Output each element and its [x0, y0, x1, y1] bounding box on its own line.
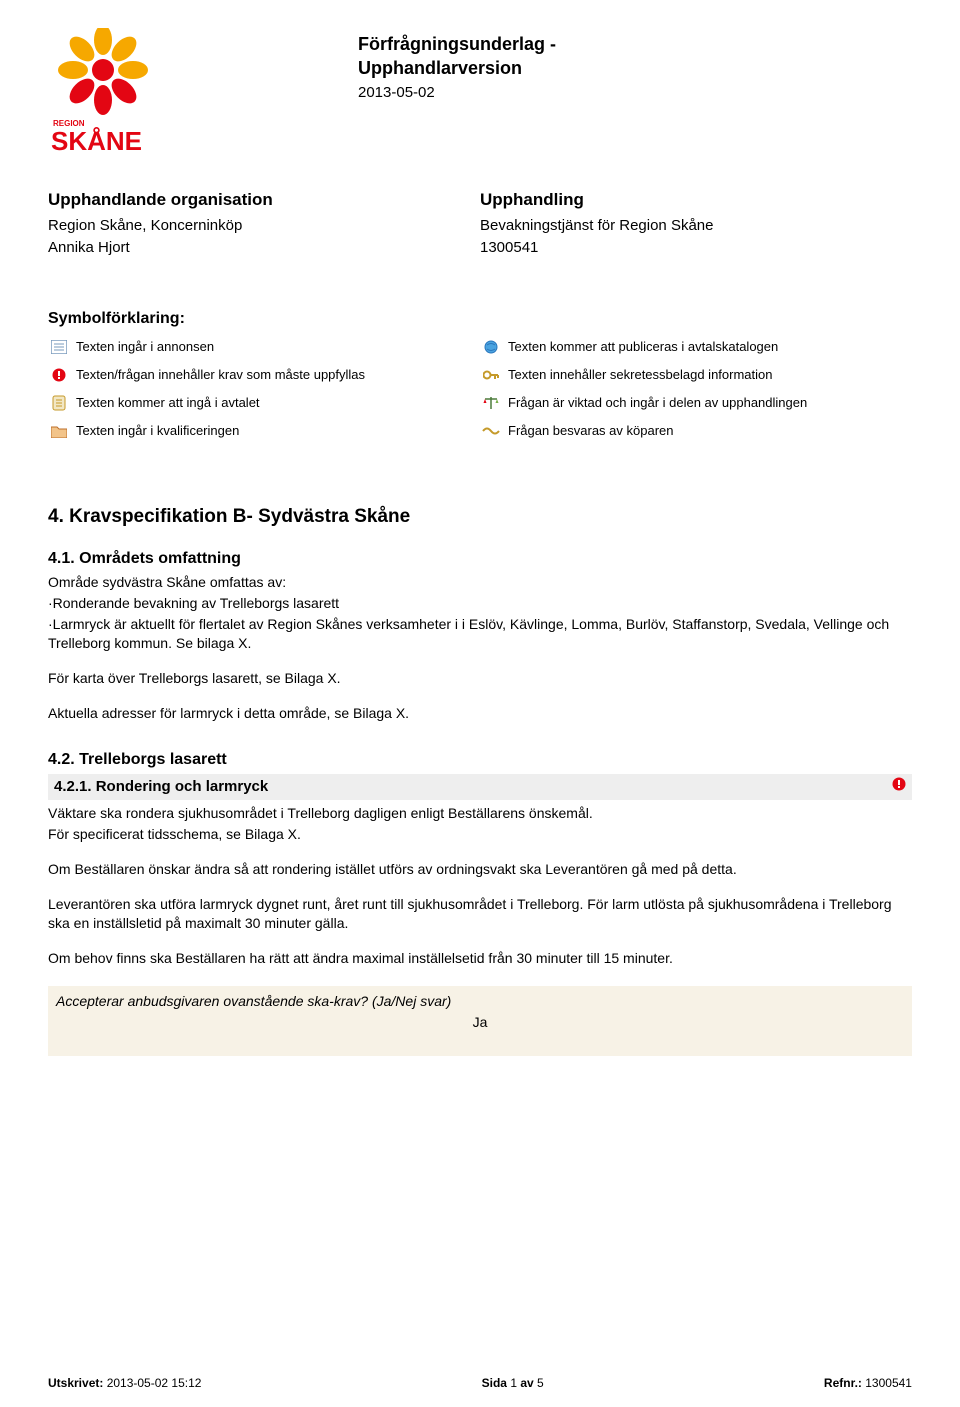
symbol-label: Frågan besvaras av köparen: [508, 422, 673, 440]
footer-center: Sida 1 av 5: [482, 1375, 544, 1391]
question-box: Accepterar anbudsgivaren ovanstående ska…: [48, 986, 912, 1056]
footer-right: Refnr.: 1300541: [824, 1375, 912, 1391]
section-4-1-extra1: För karta över Trelleborgs lasarett, se …: [48, 669, 912, 688]
paragraph: För karta över Trelleborgs lasarett, se …: [48, 669, 912, 688]
symbol-label: Frågan är viktad och ingår i delen av up…: [508, 394, 807, 412]
paragraph: ·Ronderande bevakning av Trelleborgs las…: [48, 594, 912, 613]
meta-right-line2: 1300541: [480, 238, 912, 258]
key-icon: [480, 366, 502, 384]
logo: REGION SKÅNE: [48, 28, 178, 153]
page: REGION SKÅNE Förfrågningsunderlag - Upph…: [0, 0, 960, 1407]
paragraph: För specificerat tidsschema, se Bilaga X…: [48, 825, 912, 844]
symbol-label: Texten/frågan innehåller krav som måste …: [76, 366, 365, 384]
symbols-table: Texten ingår i annonsen Texten/frågan in…: [48, 338, 912, 450]
title-line-2: Upphandlarversion: [358, 56, 556, 80]
paragraph: Aktuella adresser för larmryck i detta o…: [48, 704, 912, 723]
paragraph: ·Larmryck är aktuellt för flertalet av R…: [48, 615, 912, 653]
skane-logo-icon: REGION SKÅNE: [48, 28, 178, 153]
symbol-item: Texten kommer att publiceras i avtalskat…: [480, 338, 912, 356]
footer-left-label: Utskrivet:: [48, 1376, 103, 1390]
symbol-item: Texten innehåller sekretessbelagd inform…: [480, 366, 912, 384]
footer-center-of: av: [517, 1376, 537, 1390]
section-4-2-1-bar: 4.2.1. Rondering och larmryck: [48, 774, 912, 800]
title-date: 2013-05-02: [358, 83, 556, 103]
section-4-2-1-body2: Om Beställaren önskar ändra så att ronde…: [48, 860, 912, 879]
symbol-item: Frågan besvaras av köparen: [480, 422, 912, 440]
paragraph: Om Beställaren önskar ändra så att ronde…: [48, 860, 912, 879]
section-4-2-heading: 4.2. Trelleborgs lasarett: [48, 749, 912, 771]
handshake-icon: [480, 422, 502, 440]
meta-left-line1: Region Skåne, Koncerninköp: [48, 216, 480, 236]
paragraph: Om behov finns ska Beställaren ha rätt a…: [48, 949, 912, 968]
footer-right-value: 1300541: [862, 1376, 912, 1390]
meta-right: Upphandling Bevakningstjänst för Region …: [480, 189, 912, 260]
symbols-right-col: Texten kommer att publiceras i avtalskat…: [480, 338, 912, 450]
question-text: Accepterar anbudsgivaren ovanstående ska…: [56, 992, 904, 1011]
globe-icon: [480, 338, 502, 356]
symbols-heading: Symbolförklaring:: [48, 308, 912, 330]
meta-left-line2: Annika Hjort: [48, 238, 480, 258]
paragraph: Leverantören ska utföra larmryck dygnet …: [48, 895, 912, 933]
symbol-label: Texten ingår i kvalificeringen: [76, 422, 239, 440]
symbol-item: Texten ingår i kvalificeringen: [48, 422, 480, 440]
scroll-icon: [48, 394, 70, 412]
logo-skane-text: SKÅNE: [51, 126, 142, 153]
meta-right-heading: Upphandling: [480, 189, 912, 212]
symbol-item: Frågan är viktad och ingår i delen av up…: [480, 394, 912, 412]
newspaper-icon: [48, 338, 70, 356]
section-4-2-1-body3: Leverantören ska utföra larmryck dygnet …: [48, 895, 912, 933]
symbol-item: Texten ingår i annonsen: [48, 338, 480, 356]
meta-left: Upphandlande organisation Region Skåne, …: [48, 189, 480, 260]
alert-icon: [48, 366, 70, 384]
footer-center-v1: 1: [510, 1376, 517, 1390]
section-4-1-heading: 4.1. Områdets omfattning: [48, 548, 912, 570]
symbols-left-col: Texten ingår i annonsen Texten/frågan in…: [48, 338, 480, 450]
section-4-1-extra2: Aktuella adresser för larmryck i detta o…: [48, 704, 912, 723]
symbol-item: Texten kommer att ingå i avtalet: [48, 394, 480, 412]
section-4-2-1-body: Väktare ska rondera sjukhusområdet i Tre…: [48, 804, 912, 844]
symbol-label: Texten ingår i annonsen: [76, 338, 214, 356]
scales-icon: [480, 394, 502, 412]
title-line-1: Förfrågningsunderlag -: [358, 32, 556, 56]
symbol-label: Texten kommer att publiceras i avtalskat…: [508, 338, 778, 356]
symbol-label: Texten kommer att ingå i avtalet: [76, 394, 260, 412]
meta-left-heading: Upphandlande organisation: [48, 189, 480, 212]
section-4-2-1-body4: Om behov finns ska Beställaren ha rätt a…: [48, 949, 912, 968]
paragraph: Väktare ska rondera sjukhusområdet i Tre…: [48, 804, 912, 823]
footer-center-label: Sida: [482, 1376, 511, 1390]
document-title: Förfrågningsunderlag - Upphandlarversion…: [358, 28, 556, 103]
footer: Utskrivet: 2013-05-02 15:12 Sida 1 av 5 …: [48, 1375, 912, 1391]
footer-left: Utskrivet: 2013-05-02 15:12: [48, 1375, 201, 1391]
section-4-1-body: Område sydvästra Skåne omfattas av: ·Ron…: [48, 573, 912, 653]
footer-right-label: Refnr.:: [824, 1376, 862, 1390]
alert-icon: [892, 777, 906, 797]
folder-icon: [48, 422, 70, 440]
symbol-item: Texten/frågan innehåller krav som måste …: [48, 366, 480, 384]
section-4-heading: 4. Kravspecifikation B- Sydvästra Skåne: [48, 504, 912, 530]
question-answer: Ja: [56, 1013, 904, 1032]
footer-left-value: 2013-05-02 15:12: [103, 1376, 201, 1390]
paragraph: Område sydvästra Skåne omfattas av:: [48, 573, 912, 592]
header-row: REGION SKÅNE Förfrågningsunderlag - Upph…: [48, 28, 912, 153]
section-4-2-1-heading: 4.2.1. Rondering och larmryck: [54, 777, 268, 797]
meta-right-line1: Bevakningstjänst för Region Skåne: [480, 216, 912, 236]
symbol-label: Texten innehåller sekretessbelagd inform…: [508, 366, 773, 384]
footer-center-v2: 5: [537, 1376, 544, 1390]
meta-row: Upphandlande organisation Region Skåne, …: [48, 189, 912, 260]
